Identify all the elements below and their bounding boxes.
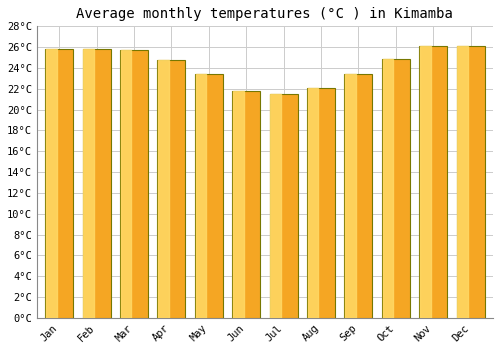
Bar xyxy=(458,46,468,318)
Bar xyxy=(158,60,169,318)
Bar xyxy=(419,46,447,318)
Bar xyxy=(270,94,297,318)
Bar xyxy=(84,49,94,318)
Bar xyxy=(344,74,372,318)
Bar xyxy=(308,88,318,318)
Bar xyxy=(158,60,186,318)
Bar xyxy=(382,58,393,318)
Bar xyxy=(195,74,223,318)
Bar xyxy=(121,50,132,318)
Bar xyxy=(196,74,206,318)
Bar xyxy=(345,74,356,318)
Bar xyxy=(45,49,74,318)
Bar xyxy=(270,94,281,318)
Bar xyxy=(233,91,243,318)
Bar xyxy=(82,49,110,318)
Bar xyxy=(307,88,335,318)
Bar xyxy=(456,46,484,318)
Bar xyxy=(420,46,430,318)
Title: Average monthly temperatures (°C ) in Kimamba: Average monthly temperatures (°C ) in Ki… xyxy=(76,7,454,21)
Bar xyxy=(232,91,260,318)
Bar xyxy=(120,50,148,318)
Bar xyxy=(46,49,56,318)
Bar xyxy=(382,58,410,318)
